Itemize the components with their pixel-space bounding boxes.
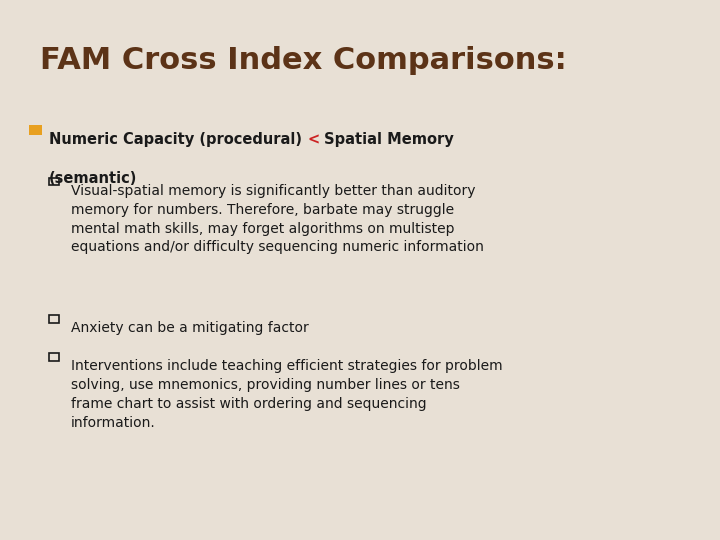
Text: <: < [307,132,320,147]
Text: Spatial Memory: Spatial Memory [320,132,454,147]
Bar [49,315,59,323]
Text: FAM Cross Index Comparisons:: FAM Cross Index Comparisons: [40,46,567,75]
Text: Anxiety can be a mitigating factor: Anxiety can be a mitigating factor [71,321,308,335]
Bar [49,178,59,185]
Text: (semantic): (semantic) [49,171,138,186]
Text: Numeric Capacity (procedural): Numeric Capacity (procedural) [49,132,307,147]
Text: Interventions include teaching efficient strategies for problem
solving, use mne: Interventions include teaching efficient… [71,359,502,430]
Bar [49,353,59,361]
Text: Visual-spatial memory is significantly better than auditory
memory for numbers. : Visual-spatial memory is significantly b… [71,184,483,254]
Bar [29,125,42,135]
